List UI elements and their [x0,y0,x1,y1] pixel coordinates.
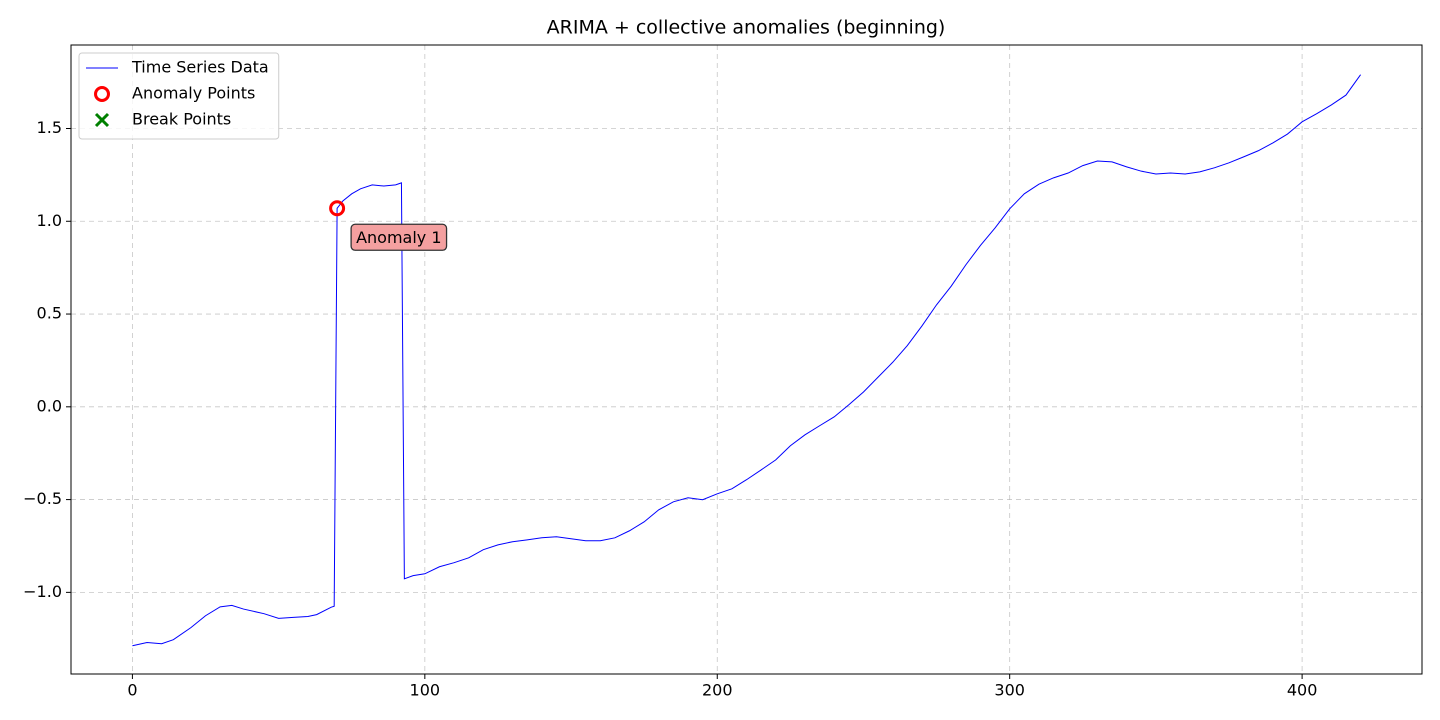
y-tick-label: 1.5 [37,118,62,137]
legend-label: Anomaly Points [132,84,255,103]
annotation-text: Anomaly 1 [356,228,441,247]
y-tick-label: −1.0 [23,582,62,601]
legend-marker [94,112,110,128]
y-tick-label: 0.5 [37,304,62,323]
legend: Time Series Data Anomaly Points Break Poin… [78,52,280,140]
legend-marker [94,86,110,102]
anomaly-point [329,200,346,217]
chart-title: ARIMA + collective anomalies (beginning) [547,17,946,39]
y-tick-label: −0.5 [23,489,62,508]
y-tick-label: 1.0 [37,211,62,230]
x-tick-label: 200 [702,681,733,700]
legend-box [78,52,280,140]
y-tick-label: 0.0 [37,396,62,415]
x-tick-label: 100 [410,681,441,700]
x-tick-label: 400 [1287,681,1318,700]
legend-label: Break Points [132,110,231,129]
x-tick-label: 300 [994,681,1025,700]
plot-frame [70,44,1423,675]
annotation-box [350,223,448,251]
x-tick-label: 0 [127,681,137,700]
data-line [132,74,1361,647]
legend-label: Time Series Data [131,58,269,77]
annotation: Anomaly 1 [350,223,448,251]
